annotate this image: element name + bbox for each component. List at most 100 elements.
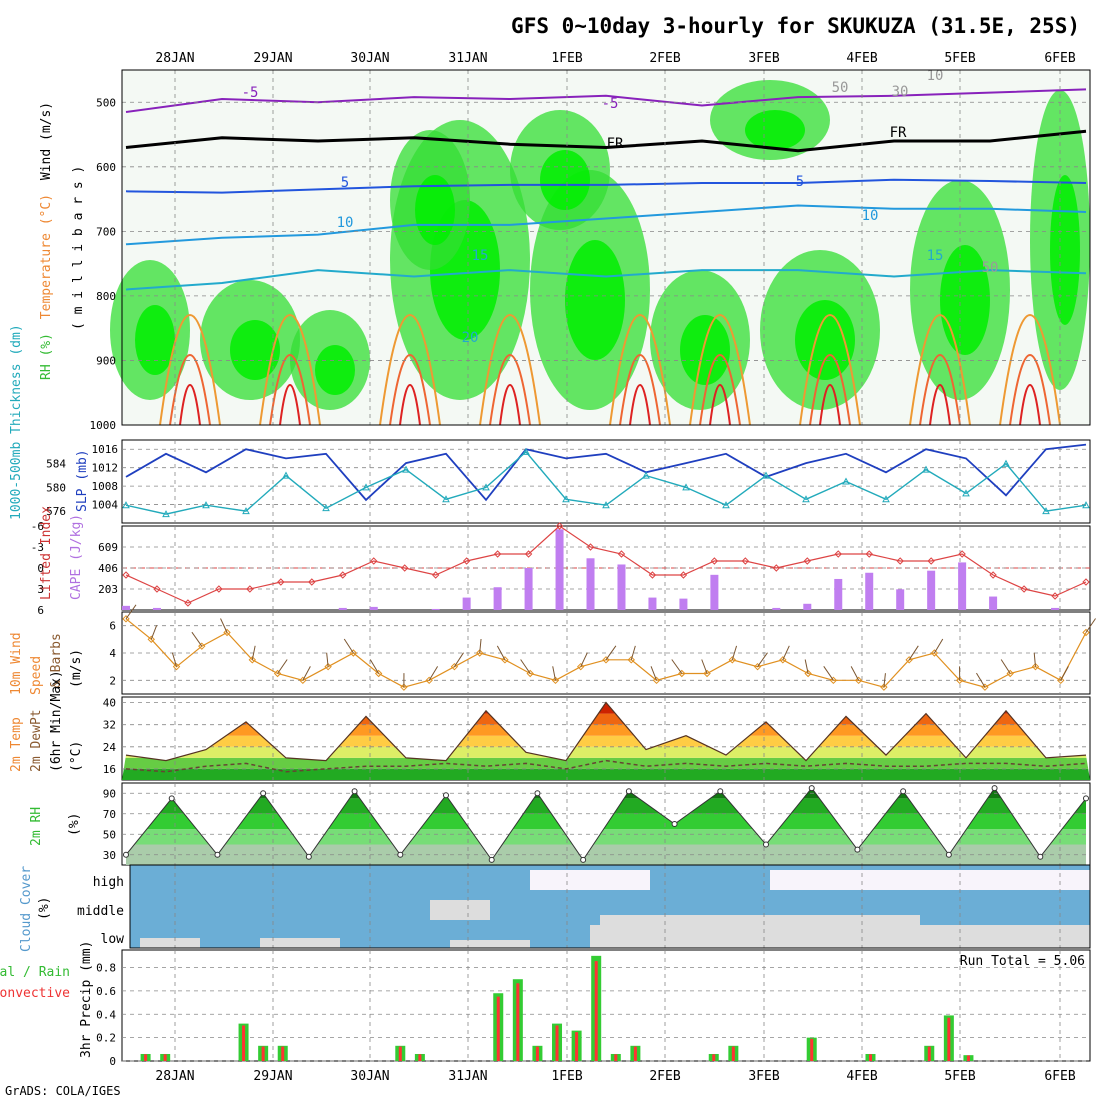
wind-speed-point — [930, 649, 939, 657]
rh-band — [126, 788, 1086, 799]
cloud-block — [430, 900, 490, 920]
pressure-tick: 800 — [96, 290, 116, 303]
wind-speed-point — [1057, 676, 1065, 685]
temp-tick: 40 — [103, 697, 116, 710]
rh-point — [580, 856, 587, 863]
li-point — [215, 585, 223, 593]
precip-tick: 0 — [109, 1055, 116, 1068]
thickness-point — [882, 495, 890, 503]
convective-bar — [614, 1054, 618, 1061]
date-label-top: 1FEB — [551, 51, 582, 66]
date-label-top: 29JAN — [253, 51, 292, 66]
contour-label: 10 — [862, 208, 879, 224]
temp-band — [122, 724, 1090, 736]
precip-tick: 0.6 — [96, 985, 116, 998]
temp-core-contour — [399, 384, 421, 426]
date-label-top: 2FEB — [649, 51, 680, 66]
pressure-tick: 700 — [96, 225, 116, 238]
convective-bar — [398, 1046, 402, 1061]
convective-bar — [261, 1046, 265, 1061]
wind-barb — [782, 645, 790, 661]
temp-core-contour — [1009, 354, 1051, 426]
li-point — [772, 564, 781, 572]
temp-tick: 24 — [103, 741, 117, 754]
thickness-point — [522, 447, 530, 455]
contour-label: 20 — [462, 330, 479, 346]
thickness-ylabel: 1000-500mb Thickness (dm) — [9, 324, 24, 520]
cape-bar — [493, 587, 502, 610]
cloud-block — [260, 938, 340, 948]
contour-label: FR — [890, 125, 907, 141]
li-point — [246, 585, 254, 593]
thickness-point — [802, 495, 810, 503]
cross-section-ylabel: RH (%) Temperature (°C) Wind (m/s) — [39, 102, 54, 380]
cape-bar — [524, 568, 533, 610]
date-label-bottom: 31JAN — [448, 1069, 487, 1084]
wind-barb — [454, 652, 464, 667]
slp-tick: 1012 — [92, 462, 119, 475]
temp-core-contour — [259, 314, 321, 426]
thickness-point — [122, 501, 130, 509]
pressure-tick: 500 — [96, 96, 116, 109]
rh-area — [135, 305, 175, 375]
rh-point — [397, 851, 404, 858]
wind-speed-point — [652, 676, 661, 685]
wind-speed-point — [349, 649, 358, 657]
wind-speed-point — [678, 669, 686, 678]
wind-tick: 6 — [109, 620, 116, 633]
date-label-bottom: 30JAN — [350, 1069, 389, 1084]
pressure-tick: 900 — [96, 354, 116, 367]
thickness-point — [642, 471, 650, 479]
thickness-point — [602, 501, 610, 509]
rh-area — [680, 315, 730, 385]
rh-point — [351, 788, 358, 795]
li-point — [431, 571, 440, 579]
thickness-point — [562, 495, 570, 503]
temp-core-contour — [179, 384, 201, 426]
thickness-line — [125, 450, 1087, 515]
wind-barb — [630, 645, 636, 660]
convective-bar — [418, 1054, 422, 1061]
wind-speed-point — [627, 656, 635, 664]
rh-line — [125, 787, 1087, 861]
wind-speed-point — [223, 628, 231, 637]
rh-point — [488, 856, 495, 863]
temp-core-contour — [389, 354, 431, 426]
li-tick: 3 — [37, 583, 44, 596]
convective-bar — [281, 1046, 285, 1061]
li-point — [524, 550, 533, 558]
wind-barb — [369, 659, 380, 674]
rh-point — [123, 851, 129, 858]
wind-barb — [220, 618, 228, 633]
cape-bar — [369, 606, 378, 610]
li-tick: 6 — [37, 604, 44, 617]
wind-barb — [343, 638, 354, 654]
wind-speed-point — [753, 662, 762, 671]
wind-barb — [580, 652, 588, 667]
temp-band — [122, 735, 1090, 747]
wind-barb — [1085, 618, 1096, 633]
thickness-point — [1082, 501, 1090, 509]
convective-bar — [144, 1054, 148, 1061]
wind-speed-point — [526, 669, 534, 678]
rh-area — [415, 175, 455, 245]
wind-barb — [883, 673, 886, 688]
rh-tick: 50 — [103, 828, 116, 841]
wind-barb — [479, 638, 482, 654]
wind-speed-point — [425, 676, 433, 685]
wind-speed-point — [981, 683, 989, 691]
wind-barb — [605, 645, 617, 661]
precip-label-total: Total / Rain — [0, 965, 70, 980]
temp-core-contour — [709, 384, 731, 426]
thickness-point — [402, 465, 410, 473]
precip-label-convective: Convective — [0, 986, 70, 1001]
rh-band — [126, 798, 1086, 814]
convective-bar — [535, 1046, 539, 1061]
temp-core-contour — [269, 354, 311, 426]
temp-core-contour — [619, 354, 661, 426]
cross-section-units: ( m i l l i b a r s ) — [71, 166, 86, 330]
temp-core-contour — [909, 314, 971, 426]
isotherm-15 — [125, 269, 1087, 291]
rh-point — [214, 851, 221, 858]
rh-area — [565, 240, 625, 360]
